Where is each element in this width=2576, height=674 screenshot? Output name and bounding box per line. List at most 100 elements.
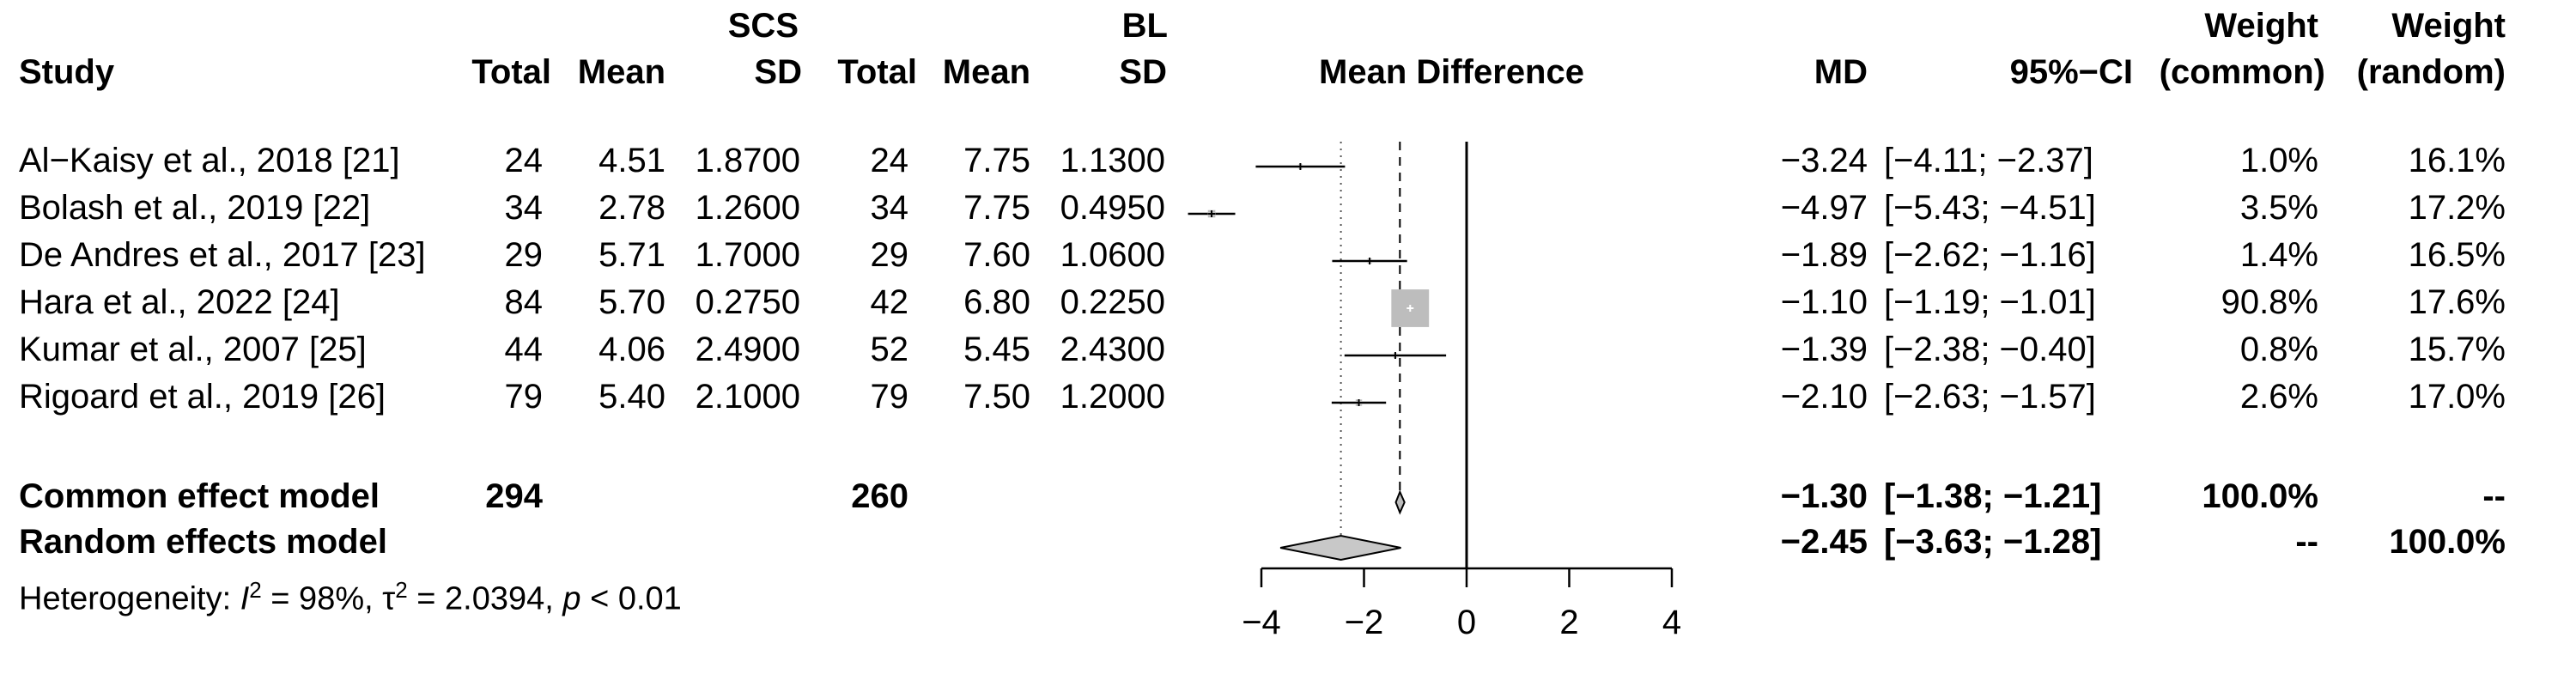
i2-value: = 98%, <box>261 580 383 617</box>
mean2-header: Mean <box>942 53 1030 91</box>
study-total1: 29 <box>504 236 544 274</box>
ci-header: 95%−CI <box>2009 53 2133 91</box>
sd1-header: SD <box>754 53 802 91</box>
study-mean1: 4.06 <box>598 331 665 368</box>
study-md: −1.39 <box>1780 331 1868 368</box>
study-ci: [−2.38; −0.40] <box>1884 331 2096 368</box>
study-name: Bolash et al., 2019 [22] <box>19 189 371 227</box>
weight-common-header: Weight <box>2204 7 2318 45</box>
study-total1: 24 <box>504 142 544 179</box>
x-tick-label: 0 <box>1457 604 1476 641</box>
heterogeneity-text: Heterogeneity: I2 = 98%, τ2 = 2.0394, p … <box>19 573 682 616</box>
study-ci: [−2.63; −1.57] <box>1884 378 2096 416</box>
study-total2: 79 <box>870 378 909 416</box>
study-total1: 79 <box>504 378 544 416</box>
mean1-header: Mean <box>577 53 665 91</box>
common-model-ci: [−1.38; −1.21] <box>1884 477 2102 515</box>
study-mean1: 4.51 <box>598 142 665 179</box>
study-total2: 29 <box>870 236 909 274</box>
study-weight-common: 1.0% <box>2239 142 2318 179</box>
study-sd1: 1.2600 <box>695 189 800 227</box>
common-model-weight-common: 100.0% <box>2202 477 2318 515</box>
plot-header: Mean Difference <box>1319 53 1584 91</box>
study-weight-common: 2.6% <box>2239 378 2318 416</box>
random-model-ci: [−3.63; −1.28] <box>1884 523 2102 561</box>
x-tick-label: −2 <box>1345 604 1384 641</box>
study-weight-random: 15.7% <box>2408 331 2506 368</box>
weight-common-subheader: (common) <box>2159 53 2325 91</box>
total1-header: Total <box>471 53 551 91</box>
study-md: −3.24 <box>1780 142 1868 179</box>
study-sd2: 0.2250 <box>1060 283 1165 321</box>
study-sd2: 2.4300 <box>1060 331 1165 368</box>
study-mean2: 7.75 <box>963 142 1030 179</box>
total2-header: Total <box>837 53 917 91</box>
study-sd1: 1.8700 <box>695 142 800 179</box>
study-md: −1.10 <box>1780 283 1868 321</box>
study-sd1: 2.4900 <box>695 331 800 368</box>
study-sd1: 1.7000 <box>695 236 800 274</box>
common-model-label: Common effect model <box>19 477 380 515</box>
common-model-weight-random: -- <box>2482 477 2506 515</box>
weight-random-subheader: (random) <box>2356 53 2506 91</box>
study-ci: [−1.19; −1.01] <box>1884 283 2096 321</box>
study-total2: 42 <box>870 283 909 321</box>
x-tick-label: 4 <box>1662 604 1681 641</box>
study-md: −2.10 <box>1780 378 1868 416</box>
study-md: −1.89 <box>1780 236 1868 274</box>
study-mean2: 6.80 <box>963 283 1030 321</box>
random-model-md: −2.45 <box>1780 523 1868 561</box>
study-sd2: 0.4950 <box>1060 189 1165 227</box>
study-total2: 34 <box>870 189 909 227</box>
group1-header: SCS <box>727 7 799 45</box>
group2-header: BL <box>1121 7 1168 45</box>
i2-symbol: I <box>240 580 250 617</box>
study-name: Rigoard et al., 2019 [26] <box>19 378 386 416</box>
study-ci: [−4.11; −2.37] <box>1884 142 2093 179</box>
x-tick-label: 2 <box>1559 604 1578 641</box>
study-total1: 84 <box>504 283 544 321</box>
study-mean2: 7.60 <box>963 236 1030 274</box>
study-name: De Andres et al., 2017 [23] <box>19 236 426 274</box>
study-sd1: 0.2750 <box>695 283 800 321</box>
tau-symbol: τ <box>382 580 396 617</box>
common-model-md: −1.30 <box>1780 477 1868 515</box>
study-weight-random: 17.2% <box>2408 189 2506 227</box>
study-sd2: 1.0600 <box>1060 236 1165 274</box>
random-effect-diamond <box>1279 534 1401 562</box>
study-weight-random: 17.0% <box>2408 378 2506 416</box>
random-model-weight-common: -- <box>2295 523 2318 561</box>
i2-superscript: 2 <box>249 577 262 603</box>
study-name: Al−Kaisy et al., 2018 [21] <box>19 142 400 179</box>
x-tick-label: −4 <box>1242 604 1281 641</box>
random-model-weight-random: 100.0% <box>2389 523 2506 561</box>
study-sd2: 1.2000 <box>1060 378 1165 416</box>
study-weight-random: 16.5% <box>2408 236 2506 274</box>
study-weight-common: 0.8% <box>2239 331 2318 368</box>
weight-random-header: Weight <box>2391 7 2506 45</box>
study-total2: 24 <box>870 142 909 179</box>
common-effect-diamond <box>1394 489 1406 515</box>
study-mean2: 5.45 <box>963 331 1030 368</box>
study-mean1: 2.78 <box>598 189 665 227</box>
study-weight-random: 16.1% <box>2408 142 2506 179</box>
study-weight-common: 3.5% <box>2239 189 2318 227</box>
common-model-n2: 260 <box>851 477 908 515</box>
p-symbol: p <box>562 580 581 617</box>
study-mean1: 5.40 <box>598 378 665 416</box>
study-total1: 34 <box>504 189 544 227</box>
study-total2: 52 <box>870 331 909 368</box>
study-header: Study <box>19 53 115 91</box>
study-name: Hara et al., 2022 [24] <box>19 283 340 321</box>
heterogeneity-prefix: Heterogeneity: <box>19 580 240 617</box>
study-ci: [−2.62; −1.16] <box>1884 236 2096 274</box>
tau2-value: = 2.0394, <box>407 580 563 617</box>
md-header: MD <box>1814 53 1868 91</box>
p-value: < 0.01 <box>580 580 682 617</box>
study-mean1: 5.70 <box>598 283 665 321</box>
tau-superscript: 2 <box>395 577 408 603</box>
study-weight-random: 17.6% <box>2408 283 2506 321</box>
study-weight-common: 90.8% <box>2221 283 2318 321</box>
study-ci: [−5.43; −4.51] <box>1884 189 2096 227</box>
sd2-header: SD <box>1119 53 1167 91</box>
